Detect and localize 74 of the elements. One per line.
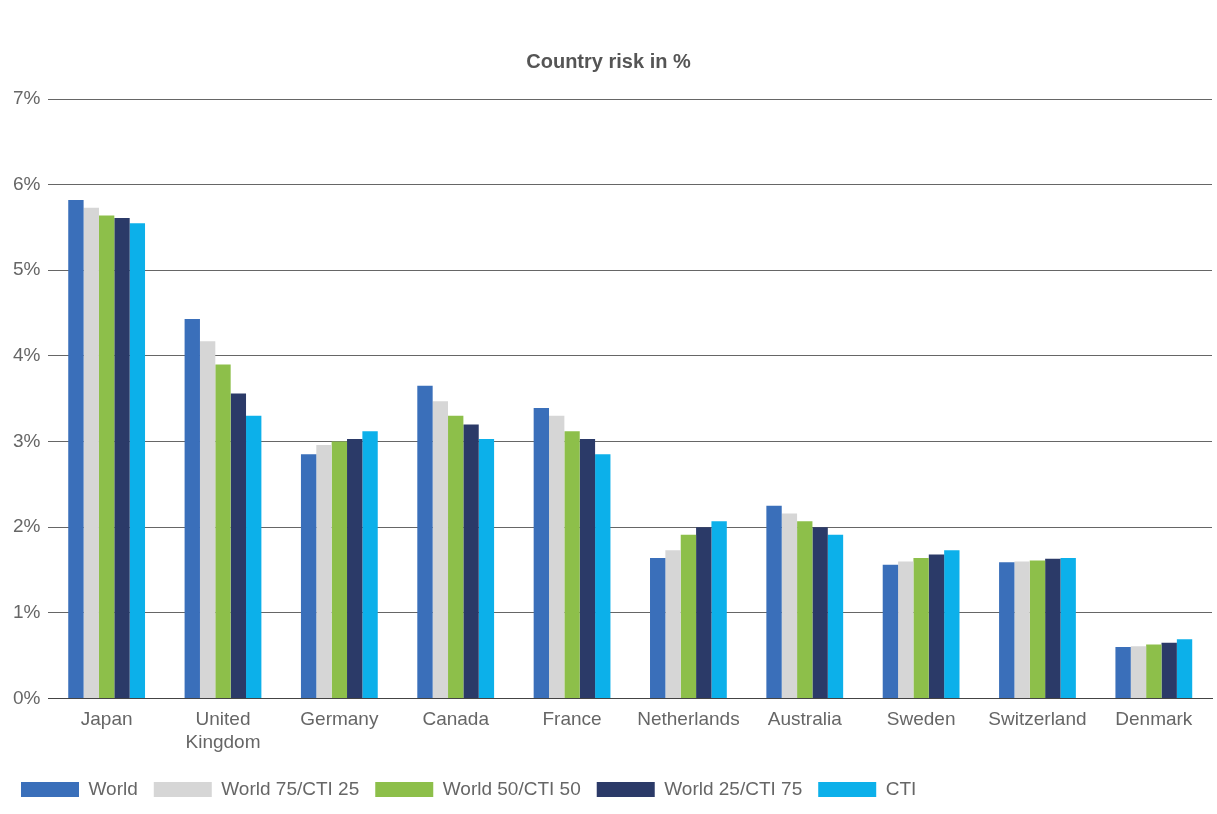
chart-title: Country risk in % — [526, 49, 691, 72]
bar — [827, 534, 844, 698]
y-tick-label: 4% — [12, 344, 41, 366]
bar — [83, 207, 99, 698]
bar — [944, 550, 960, 698]
x-tick-label: Japan — [80, 708, 133, 730]
bar — [1115, 647, 1131, 698]
bar — [928, 554, 945, 698]
bar — [300, 454, 317, 698]
x-tick-label: France — [542, 708, 602, 730]
bar — [882, 564, 899, 698]
bar — [417, 385, 433, 698]
bar — [362, 431, 378, 698]
bar — [98, 215, 115, 698]
bar — [347, 438, 363, 698]
y-tick-label: 0% — [12, 686, 41, 708]
bar — [595, 454, 611, 698]
y-tick-label: 7% — [12, 87, 41, 109]
y-tick-label: 6% — [12, 172, 41, 194]
legend-label: World — [88, 777, 138, 799]
x-tick-label: United Kingdom — [185, 708, 261, 752]
x-tick-label: Netherlands — [637, 708, 740, 730]
bar — [478, 438, 495, 698]
bar — [1014, 561, 1030, 698]
bar — [230, 393, 247, 698]
bar — [812, 527, 828, 698]
bar — [215, 364, 231, 698]
y-tick-label: 5% — [12, 258, 41, 280]
bar — [1176, 639, 1193, 698]
bar — [114, 218, 130, 698]
legend-label: World 25/CTI 75 — [664, 777, 803, 799]
x-tick-label: Australia — [767, 708, 843, 730]
bar — [913, 557, 929, 698]
bar — [316, 444, 332, 698]
x-tick-label: Denmark — [1115, 708, 1193, 730]
x-tick-label: Switzerland — [988, 708, 1087, 730]
bar — [680, 534, 697, 698]
legend-label: World 50/CTI 50 — [442, 777, 581, 799]
x-tick-label: Canada — [422, 708, 490, 730]
y-tick-label: 2% — [12, 515, 41, 537]
bar — [331, 441, 348, 698]
bar — [1045, 558, 1061, 698]
bar — [463, 424, 479, 698]
bar — [199, 341, 216, 698]
x-tick-label: Germany — [300, 708, 379, 730]
bar — [797, 521, 813, 698]
bar — [246, 415, 262, 698]
bar — [432, 401, 449, 698]
bar — [184, 319, 200, 698]
bar — [533, 408, 550, 698]
bar — [1060, 557, 1076, 698]
bar — [650, 557, 666, 698]
legend-label: CTI — [885, 777, 917, 799]
bar — [1029, 560, 1046, 698]
bar — [898, 561, 914, 698]
y-tick-label: 1% — [12, 601, 41, 623]
legend-label: World 75/CTI 25 — [221, 777, 360, 799]
y-tick-label: 3% — [12, 429, 41, 451]
bar — [696, 527, 712, 698]
bar — [781, 513, 798, 698]
bar — [766, 505, 782, 698]
bar — [448, 415, 464, 698]
bar — [665, 550, 681, 698]
bar — [711, 521, 727, 698]
bar — [564, 431, 580, 698]
bar — [68, 200, 84, 698]
bar — [999, 562, 1015, 698]
bar — [549, 415, 565, 698]
bar — [1146, 644, 1162, 698]
bar — [129, 223, 146, 698]
bar — [579, 438, 596, 698]
x-tick-label: Sweden — [886, 708, 956, 730]
bar — [1130, 646, 1147, 698]
bar — [1161, 642, 1177, 698]
